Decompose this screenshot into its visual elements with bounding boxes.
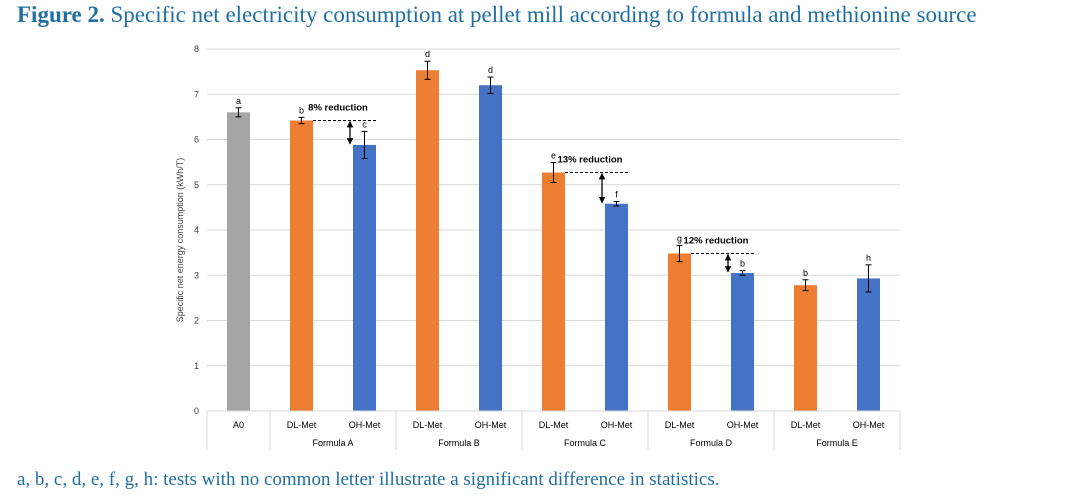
significance-letter: h <box>866 253 871 263</box>
x-tick-label: DL-Met <box>413 420 443 430</box>
significance-letter: b <box>740 259 745 269</box>
x-tick-label: DL-Met <box>665 420 695 430</box>
figure-title: Figure 2. Specific net electricity consu… <box>17 2 977 28</box>
y-tick-label: 6 <box>194 135 199 145</box>
y-tick-label: 2 <box>194 316 199 326</box>
significance-letter: a <box>236 96 241 106</box>
x-tick-label: DL-Met <box>287 420 317 430</box>
group-label: Formula D <box>690 438 733 448</box>
reduction-label: 13% reduction <box>558 155 623 166</box>
y-tick-label: 3 <box>194 270 199 280</box>
bar <box>668 253 691 411</box>
x-tick-label: OH-Met <box>727 420 759 430</box>
x-tick-label: OH-Met <box>349 420 381 430</box>
bar <box>794 285 817 411</box>
y-tick-label: 5 <box>194 180 199 190</box>
group-label: Formula A <box>312 438 353 448</box>
figure-footnote: a, b, c, d, e, f, g, h: tests with no co… <box>17 469 720 490</box>
y-tick-label: 8 <box>194 44 199 54</box>
y-axis-label: Specific net energy consumption (kWh/T) <box>175 158 185 323</box>
y-tick-label: 7 <box>194 89 199 99</box>
x-tick-label: DL-Met <box>791 420 821 430</box>
x-tick-label: OH-Met <box>475 420 507 430</box>
bar <box>479 85 502 411</box>
bar <box>605 203 628 411</box>
x-tick-label: A0 <box>233 420 244 430</box>
y-tick-label: 1 <box>194 361 199 371</box>
bar <box>857 278 880 411</box>
group-label: Formula B <box>438 438 480 448</box>
bar <box>542 172 565 411</box>
significance-letter: b <box>299 105 304 115</box>
significance-letter: d <box>425 49 430 59</box>
bar <box>227 112 250 411</box>
group-label: Formula E <box>816 438 858 448</box>
x-tick-label: OH-Met <box>853 420 885 430</box>
significance-letter: b <box>803 268 808 278</box>
reduction-label: 8% reduction <box>308 102 368 113</box>
figure-title-text: Specific net electricity consumption at … <box>110 2 977 27</box>
y-tick-label: 4 <box>194 225 199 235</box>
figure-label: Figure 2. <box>17 2 105 27</box>
bar <box>416 70 439 411</box>
x-tick-label: OH-Met <box>601 420 633 430</box>
reduction-label: 12% reduction <box>684 236 749 247</box>
bar <box>731 272 754 411</box>
significance-letter: g <box>677 233 682 243</box>
significance-letter: d <box>488 65 493 75</box>
y-tick-label: 0 <box>194 406 199 416</box>
x-tick-label: DL-Met <box>539 420 569 430</box>
bar <box>353 144 376 411</box>
group-label: Formula C <box>564 438 607 448</box>
significance-letter: f <box>615 189 618 199</box>
significance-letter: c <box>362 119 367 129</box>
bar <box>290 120 313 412</box>
significance-letter: e <box>551 151 556 161</box>
